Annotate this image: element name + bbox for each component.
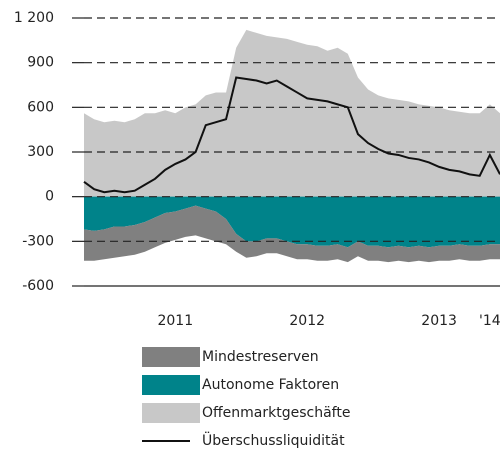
area xyxy=(84,29,500,197)
x-tick-label: 2013 xyxy=(421,313,457,329)
legend-label: Mindestreserven xyxy=(202,349,319,365)
y-tick-label: 600 xyxy=(27,99,54,115)
areas xyxy=(84,29,500,263)
legend-swatch xyxy=(142,375,200,395)
grid xyxy=(72,17,500,287)
y-tick-label: 900 xyxy=(27,55,54,71)
legend-item: Mindestreserven xyxy=(142,347,319,367)
line xyxy=(83,76,500,194)
legend-item: Autonome Faktoren xyxy=(142,375,339,395)
y-tick-label: -600 xyxy=(22,278,54,294)
x-tick-label: 2011 xyxy=(157,313,193,329)
y-tick-label: 300 xyxy=(27,144,54,160)
legend-swatch xyxy=(142,403,200,423)
area xyxy=(84,205,500,263)
lines xyxy=(83,76,500,194)
legend-item: Offenmarktgeschäfte xyxy=(142,403,350,423)
legend-swatch xyxy=(142,347,200,367)
legend-label: Offenmarktgeschäfte xyxy=(202,405,350,421)
area xyxy=(84,196,500,248)
legend-label: Überschussliquidität xyxy=(202,431,345,449)
x-tick-label: '14 xyxy=(479,313,500,329)
y-tick-label: 1 200 xyxy=(14,10,54,26)
x-tick-label: 2012 xyxy=(289,313,325,329)
legend-item: Überschussliquidität xyxy=(142,431,345,449)
y-tick-label: -300 xyxy=(22,233,54,249)
y-tick-label: 0 xyxy=(45,189,54,205)
legend-label: Autonome Faktoren xyxy=(202,377,339,393)
